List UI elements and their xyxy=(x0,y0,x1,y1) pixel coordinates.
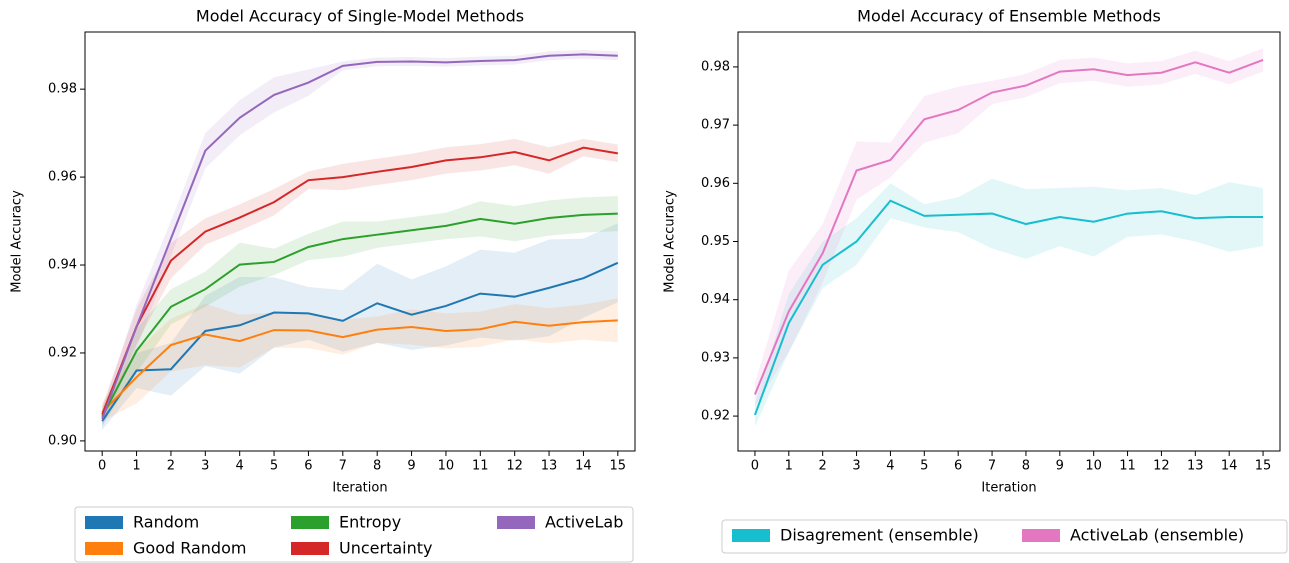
x-tick-label: 2 xyxy=(819,459,827,474)
legend-label: Good Random xyxy=(133,539,246,558)
x-tick-label: 12 xyxy=(506,459,523,474)
x-tick-label: 10 xyxy=(438,459,455,474)
x-tick-label: 7 xyxy=(339,459,347,474)
x-tick-label: 2 xyxy=(167,459,175,474)
legend-box xyxy=(74,506,634,563)
x-tick-label: 14 xyxy=(575,459,592,474)
legend-swatch xyxy=(1022,529,1060,542)
line xyxy=(753,199,1264,416)
x-tick-label: 13 xyxy=(541,459,558,474)
x-tick-label: 11 xyxy=(1119,459,1136,474)
y-tick-label: 0.96 xyxy=(701,176,730,191)
legend-label: Random xyxy=(133,513,199,532)
legend-swatch xyxy=(497,516,535,529)
legend-label: Uncertainty xyxy=(339,539,432,558)
x-tick-label: 0 xyxy=(98,459,106,474)
x-tick-label: 5 xyxy=(920,459,928,474)
x-tick-label: 6 xyxy=(304,459,312,474)
error-band xyxy=(102,223,618,430)
line xyxy=(101,212,618,418)
x-tick-label: 8 xyxy=(373,459,381,474)
line xyxy=(754,58,1264,395)
legend-label: Disagrement (ensemble) xyxy=(780,526,979,545)
y-tick-label: 0.93 xyxy=(701,350,730,365)
x-tick-label: 0 xyxy=(751,459,759,474)
x-tick-label: 9 xyxy=(1056,459,1064,474)
x-tick-label: 10 xyxy=(1085,459,1102,474)
x-tick-label: 14 xyxy=(1221,459,1238,474)
x-axis-label: Iteration xyxy=(981,481,1036,496)
x-tick-label: 1 xyxy=(132,459,140,474)
y-axis-label: Model Accuracy xyxy=(663,190,678,293)
plot-frame xyxy=(737,31,1281,452)
y-tick-label: 0.98 xyxy=(48,82,77,97)
legend-label: Entropy xyxy=(339,513,401,532)
error-band xyxy=(754,178,1264,427)
error-band xyxy=(102,138,618,424)
legend-swatch xyxy=(291,542,329,555)
x-tick-label: 8 xyxy=(1022,459,1030,474)
error-band xyxy=(102,298,618,422)
y-axis-label: Model Accuracy xyxy=(10,190,25,293)
y-tick-label: 0.98 xyxy=(701,59,730,74)
y-tick-label: 0.97 xyxy=(701,118,730,133)
line xyxy=(101,146,618,415)
y-tick-label: 0.94 xyxy=(48,258,77,273)
line xyxy=(101,261,619,422)
line xyxy=(101,319,618,414)
y-tick-label: 0.92 xyxy=(48,345,77,360)
legend-swatch xyxy=(732,529,770,542)
x-tick-label: 4 xyxy=(236,459,244,474)
y-tick-label: 0.95 xyxy=(701,234,730,249)
x-tick-label: 4 xyxy=(886,459,894,474)
legend-box xyxy=(721,519,1288,554)
chart-title: Model Accuracy of Ensemble Methods xyxy=(857,7,1161,26)
plot-frame xyxy=(84,31,636,452)
x-tick-label: 1 xyxy=(785,459,793,474)
legend-swatch xyxy=(291,516,329,529)
y-tick-label: 0.92 xyxy=(701,409,730,424)
x-tick-label: 9 xyxy=(407,459,415,474)
y-tick-label: 0.94 xyxy=(701,292,730,307)
x-tick-label: 6 xyxy=(954,459,962,474)
x-tick-label: 13 xyxy=(1187,459,1204,474)
x-tick-label: 5 xyxy=(270,459,278,474)
line xyxy=(101,53,618,420)
x-tick-label: 11 xyxy=(472,459,489,474)
legend-label: ActiveLab xyxy=(545,513,623,532)
x-tick-label: 15 xyxy=(1255,459,1272,474)
y-tick-label: 0.96 xyxy=(48,170,77,185)
error-band xyxy=(102,195,618,426)
chart-title: Model Accuracy of Single-Model Methods xyxy=(196,7,524,26)
x-tick-label: 3 xyxy=(201,459,209,474)
legend-swatch xyxy=(85,542,123,555)
legend-swatch xyxy=(85,516,123,529)
x-tick-label: 7 xyxy=(988,459,996,474)
y-tick-label: 0.90 xyxy=(48,433,77,448)
legend-label: ActiveLab (ensemble) xyxy=(1070,526,1244,545)
x-axis-label: Iteration xyxy=(332,481,387,496)
x-tick-label: 15 xyxy=(610,459,627,474)
x-tick-label: 12 xyxy=(1153,459,1170,474)
x-tick-label: 3 xyxy=(852,459,860,474)
